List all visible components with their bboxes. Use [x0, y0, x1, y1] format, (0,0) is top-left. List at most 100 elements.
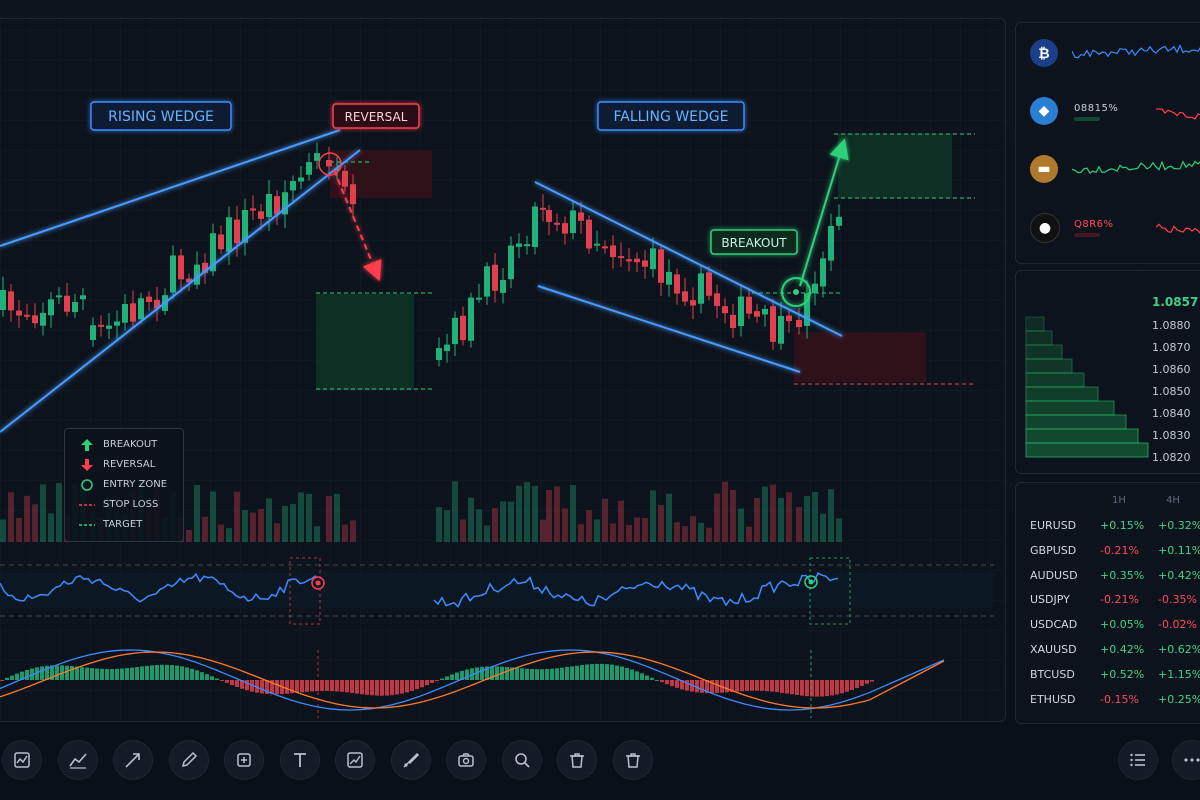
macd-histogram-bar: [385, 680, 389, 696]
volume-bar: [738, 508, 744, 542]
candle: [730, 314, 736, 329]
volume-bar: [56, 483, 62, 542]
falling-wedge-lower-line[interactable]: [537, 285, 801, 373]
row-change-4h: -0.02%: [1158, 618, 1197, 632]
pencil-tool[interactable]: [168, 740, 209, 780]
table-row[interactable]: USDJPY -0.21% -0.35%: [1030, 589, 1200, 613]
candle: [540, 207, 546, 210]
macd-histogram-bar: [405, 680, 409, 693]
watchlist-item-oil[interactable]: ● Q8R6%: [1016, 203, 1200, 261]
column-header-1h[interactable]: 1H: [1112, 495, 1126, 506]
trend-line-tool[interactable]: [57, 740, 98, 780]
candle: [698, 273, 704, 304]
entry-zone-marker[interactable]: [781, 277, 811, 307]
delete-all-tool[interactable]: [612, 740, 653, 780]
volume-bar: [334, 493, 340, 542]
candle: [282, 192, 288, 215]
volume-bar: [666, 493, 672, 542]
macd-histogram-bar: [425, 680, 429, 686]
sparkline-eth: [1156, 108, 1200, 120]
list-view-button[interactable]: [1118, 740, 1158, 780]
candle: [460, 315, 466, 341]
macd-histogram-bar: [575, 665, 579, 680]
watchlist-item-btc[interactable]: ₿: [1016, 29, 1200, 87]
macd-histogram-bar: [440, 678, 444, 680]
depth-level: 1.0850: [1152, 385, 1191, 398]
table-row[interactable]: USDCAD +0.05% -0.02%: [1030, 614, 1200, 638]
column-header-4h[interactable]: 4H: [1166, 495, 1180, 506]
list-icon: [1130, 753, 1145, 767]
candle: [170, 255, 176, 293]
macd-histogram-bar: [455, 672, 459, 680]
macd-histogram-bar: [335, 680, 339, 692]
candle: [516, 243, 522, 247]
arrow-up-icon: [81, 439, 93, 451]
macd-histogram-bar: [75, 666, 79, 680]
legend-label: TARGET: [103, 519, 143, 530]
macd-histogram-bar: [125, 668, 129, 680]
watchlist-item-gold[interactable]: ▬: [1016, 145, 1200, 203]
dots-icon: [1184, 758, 1200, 762]
svg-text:FALLING WEDGE: FALLING WEDGE: [613, 109, 728, 125]
row-change-1h: -0.21%: [1100, 543, 1139, 557]
rising-wedge-upper-line[interactable]: [0, 129, 341, 247]
indicator-chart-tool[interactable]: [2, 740, 42, 780]
macd-histogram-bar: [660, 680, 664, 683]
volume-bar: [690, 516, 696, 542]
candle: [812, 283, 818, 294]
candle: [250, 208, 256, 211]
candle: [642, 260, 648, 267]
volume-bar: [306, 493, 312, 542]
table-row[interactable]: EURUSD +0.15% +0.32%: [1030, 515, 1200, 539]
macd-histogram-bar: [780, 680, 784, 693]
brush-tool[interactable]: [390, 740, 431, 780]
candle: [80, 295, 86, 300]
oil-drop-icon: ●: [1030, 213, 1060, 243]
candle: [202, 262, 208, 273]
candle: [738, 296, 744, 327]
reversal-marker[interactable]: [318, 152, 342, 176]
more-menu-button[interactable]: [1172, 740, 1200, 780]
volume-bar: [594, 519, 600, 542]
snapshot-tool[interactable]: [446, 740, 486, 780]
watchlist-item-eth[interactable]: ◆ 08815%: [1016, 87, 1200, 145]
row-symbol: GBPUSD: [1030, 543, 1077, 557]
macd-histogram-bar: [630, 669, 634, 680]
pattern-tool[interactable]: [335, 740, 375, 780]
candle: [836, 216, 842, 226]
volume-bar: [546, 489, 552, 542]
reversal-arrow: [333, 169, 382, 282]
volume-bar: [786, 492, 792, 542]
table-row[interactable]: AUDUSD +0.35% +0.42%: [1030, 565, 1200, 589]
macd-histogram-bar: [380, 680, 384, 696]
macd-histogram-bar: [155, 664, 159, 680]
volume-bar: [218, 524, 224, 542]
volume-bar: [0, 519, 6, 542]
falling-wedge-upper-line[interactable]: [534, 181, 843, 337]
volume-bar: [234, 491, 240, 542]
arrow-tool[interactable]: [113, 740, 153, 780]
row-symbol: ETHUSD: [1030, 692, 1076, 706]
volume-bar: [658, 504, 664, 542]
table-row[interactable]: GBPUSD -0.21% +0.11%: [1030, 540, 1200, 564]
table-row[interactable]: XAUUSD +0.42% +0.62%: [1030, 639, 1200, 663]
arrow-diagonal-icon: [125, 753, 140, 768]
macd-histogram-bar: [530, 668, 534, 680]
candle: [618, 256, 624, 259]
text-tool[interactable]: [279, 740, 320, 780]
add-shape-tool[interactable]: [224, 740, 264, 780]
zoom-tool[interactable]: [501, 740, 542, 780]
macd-histogram-bar: [310, 680, 314, 692]
volume-bar: [508, 501, 514, 542]
macd-histogram-bar: [15, 673, 19, 680]
delete-tool[interactable]: [557, 740, 597, 780]
macd-histogram-bar: [620, 666, 624, 680]
candle: [130, 303, 136, 322]
table-row[interactable]: BTCUSD +0.52% +1.15%: [1030, 664, 1200, 688]
macd-histogram-bar: [835, 680, 839, 695]
candle: [820, 258, 826, 287]
rising-wedge-lower-line[interactable]: [0, 149, 361, 433]
table-row[interactable]: ETHUSD -0.15% +0.25%: [1030, 689, 1200, 713]
text-icon: [293, 753, 306, 767]
